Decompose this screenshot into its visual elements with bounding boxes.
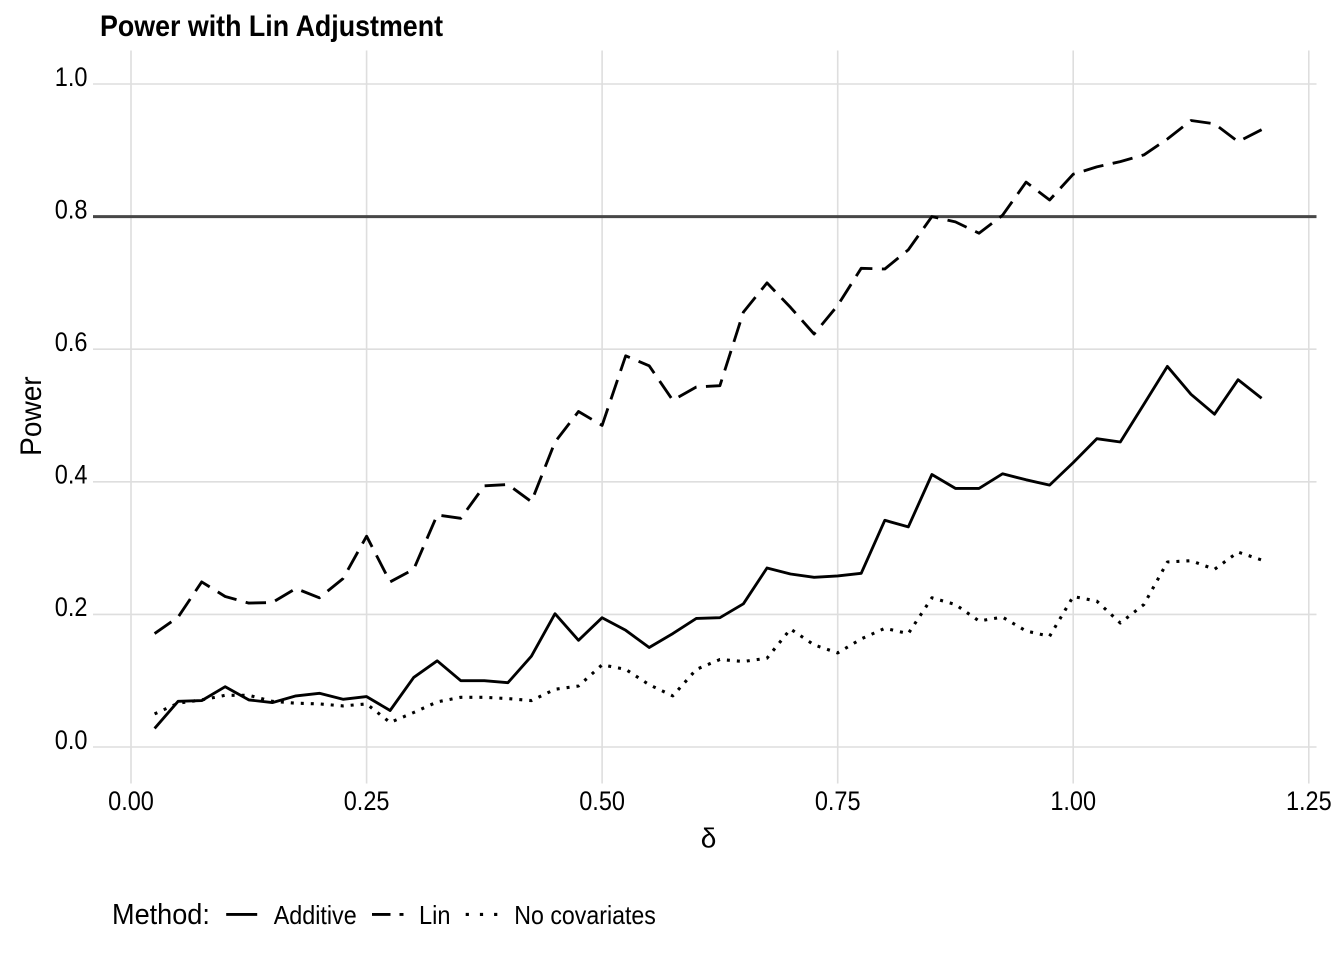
svg-text:0.6: 0.6 xyxy=(55,327,88,357)
svg-text:Lin: Lin xyxy=(419,900,451,930)
svg-text:0.75: 0.75 xyxy=(815,786,861,816)
svg-text:0.2: 0.2 xyxy=(55,592,88,622)
svg-text:No covariates: No covariates xyxy=(514,900,656,930)
svg-text:0.25: 0.25 xyxy=(344,786,390,816)
svg-text:1.25: 1.25 xyxy=(1286,786,1332,816)
svg-text:1.00: 1.00 xyxy=(1050,786,1096,816)
svg-text:0.50: 0.50 xyxy=(579,786,625,816)
svg-text:0.4: 0.4 xyxy=(55,460,88,490)
svg-text:0.0: 0.0 xyxy=(55,725,88,755)
svg-text:0.00: 0.00 xyxy=(108,786,154,816)
svg-text:0.8: 0.8 xyxy=(55,194,88,224)
svg-text:Method:: Method: xyxy=(112,899,210,931)
svg-text:Power with Lin Adjustment: Power with Lin Adjustment xyxy=(100,10,443,43)
svg-text:1.0: 1.0 xyxy=(55,62,88,92)
svg-text:Additive: Additive xyxy=(274,900,357,930)
svg-text:Power: Power xyxy=(15,376,48,456)
svg-text:δ: δ xyxy=(701,822,717,853)
